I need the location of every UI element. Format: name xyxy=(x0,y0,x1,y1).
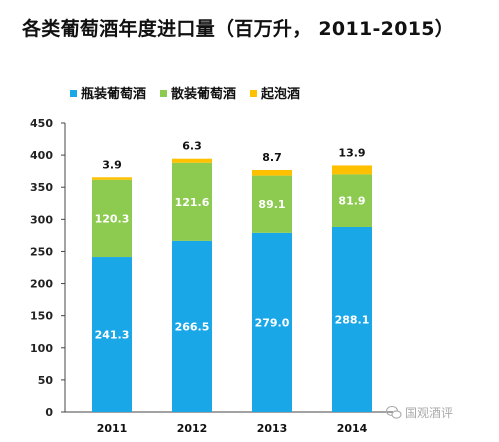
data-label: 3.9 xyxy=(102,158,122,171)
x-tick-label: 2014 xyxy=(337,422,368,435)
bar-segment xyxy=(332,174,372,227)
bar-segment xyxy=(252,170,292,176)
y-tick-label: 400 xyxy=(30,149,53,162)
legend-swatch xyxy=(250,90,257,97)
bar-segment xyxy=(172,162,212,241)
bar-segment xyxy=(332,165,372,175)
data-label: 121.6 xyxy=(175,196,210,209)
bar-segment xyxy=(252,175,292,233)
y-tick-label: 0 xyxy=(45,406,53,419)
bar-segment xyxy=(252,232,292,412)
data-label: 266.5 xyxy=(175,320,210,333)
data-label: 8.7 xyxy=(262,151,282,164)
data-label: 89.1 xyxy=(258,198,285,211)
legend-label: 起泡酒 xyxy=(260,86,300,102)
legend-label: 散装葡萄酒 xyxy=(171,86,236,102)
bar-segment xyxy=(92,179,132,258)
data-label: 241.3 xyxy=(95,329,130,342)
bar-segment xyxy=(332,226,372,412)
bar-segment xyxy=(92,177,132,180)
data-label: 279.0 xyxy=(255,316,290,329)
y-tick-label: 300 xyxy=(30,213,53,226)
y-tick-label: 250 xyxy=(30,245,53,258)
wechat-icon xyxy=(385,405,402,419)
y-tick-label: 200 xyxy=(30,278,53,291)
data-label: 288.1 xyxy=(335,313,370,326)
legend-swatch xyxy=(160,90,167,97)
y-tick-label: 100 xyxy=(30,342,53,355)
y-tick-label: 350 xyxy=(30,181,53,194)
y-tick-label: 150 xyxy=(30,310,53,323)
x-tick-label: 2011 xyxy=(97,422,128,435)
chart-title: 各类葡萄酒年度进口量（百万升， 2011-2015） xyxy=(22,18,455,40)
watermark: 国观酒评 xyxy=(385,404,454,421)
data-label: 13.9 xyxy=(338,146,365,159)
bar-segment xyxy=(172,240,212,412)
data-label: 81.9 xyxy=(338,195,365,208)
data-label: 120.3 xyxy=(95,212,130,225)
bar-segment xyxy=(172,158,212,163)
y-tick-label: 50 xyxy=(38,374,54,387)
y-tick-label: 450 xyxy=(30,117,53,130)
x-tick-label: 2013 xyxy=(257,422,288,435)
bar-segment xyxy=(92,257,132,412)
watermark-text: 国观酒评 xyxy=(405,406,454,420)
legend-swatch xyxy=(70,90,77,97)
x-tick-label: 2012 xyxy=(177,422,208,435)
legend-label: 瓶装葡萄酒 xyxy=(81,86,146,102)
data-label: 6.3 xyxy=(182,140,202,153)
